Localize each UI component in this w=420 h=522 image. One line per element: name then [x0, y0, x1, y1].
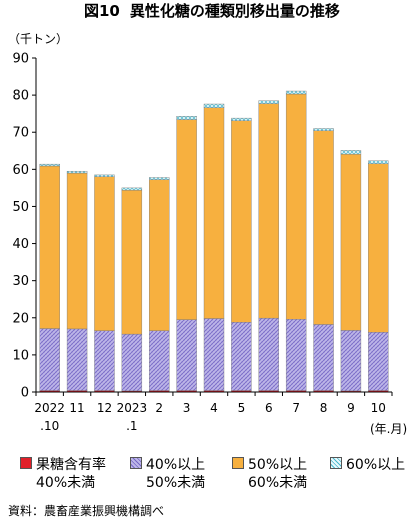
legend-label-line2: 60%未満	[248, 475, 308, 491]
y-tick-label: 0	[21, 386, 29, 401]
bar-segment-4-11	[313, 128, 334, 131]
x-tick-label: 2023	[117, 401, 148, 415]
x-tick-label: 10	[371, 401, 386, 415]
title-text: 異性化糖の種類別移出量の推移	[129, 2, 340, 20]
bar-segment-3-7	[203, 107, 225, 319]
x-tick-label: 4	[210, 401, 218, 415]
x-tick-label-line2: .10	[40, 419, 59, 433]
bar-chart: 0 10 20 30 40 50 60 70 80 90 2022 .10 11 12 2023 .1 2 3 4 5…	[12, 52, 393, 433]
bar-segment-2-7	[203, 318, 225, 391]
bar-segment-3-10	[285, 93, 307, 320]
chart-title: 図10 異性化糖の種類別移出量の推移	[0, 0, 420, 22]
bar-segment-3-6	[176, 119, 197, 320]
legend: 果糖含有率 40%未満 40%以上 50%未満 50%以上 60%未満 60%以上	[0, 456, 420, 500]
bar-segment-2-3	[94, 330, 115, 391]
bar-segment-4-8	[231, 117, 252, 121]
bar-segment-2-11	[313, 324, 334, 391]
bar-segment-4-2	[66, 170, 88, 174]
y-axis-unit: （千トン）	[8, 32, 69, 46]
legend-item-1: 果糖含有率 40%未満	[20, 456, 106, 492]
x-axis-unit: (年.月)	[370, 422, 408, 436]
bar-segment-4-1	[39, 163, 60, 167]
bar-segment-2-5	[149, 330, 170, 391]
bar-segment-3-13	[368, 163, 389, 333]
x-tick-label: 5	[238, 401, 246, 415]
legend-swatch	[20, 457, 32, 469]
x-tick-label: 8	[320, 401, 328, 415]
bar-segment-4-5	[149, 177, 170, 180]
bar-segment-4-10	[285, 90, 307, 95]
bar-segment-2-8	[231, 322, 252, 391]
bar-segment-2-4	[121, 333, 143, 392]
x-tick-label: 12	[97, 401, 112, 415]
x-tick-label: 3	[183, 401, 191, 415]
bar-segment-4-13	[368, 160, 389, 164]
x-tick-label: 11	[69, 401, 84, 415]
figure-label: 図10	[84, 2, 120, 20]
bar-segment-3-4	[121, 189, 143, 335]
bar-segment-2-12	[340, 330, 362, 392]
y-tick-label: 40	[12, 237, 29, 252]
x-tick-label-line2: .1	[126, 419, 137, 433]
legend-item-2: 40%以上 50%未満	[130, 456, 205, 492]
bar-segment-2-1	[39, 328, 60, 391]
bar-segment-3-1	[39, 165, 60, 329]
y-tick-label: 60	[12, 163, 29, 178]
x-tick-label: 2	[155, 401, 163, 415]
bar-segment-4-6	[176, 116, 197, 120]
bar-segment-2-9	[258, 317, 279, 391]
bar-segment-2-10	[285, 319, 307, 391]
bar-segment-4-4	[121, 187, 143, 191]
legend-swatch	[130, 457, 142, 469]
y-tick-label: 70	[12, 126, 29, 141]
legend-label-line2: 50%未満	[146, 475, 206, 491]
legend-label: 40%以上	[146, 457, 206, 473]
bar-segment-3-2	[66, 172, 88, 330]
legend-label-line2: 40%未満	[36, 475, 96, 491]
legend-item-3: 50%以上 60%未満	[232, 456, 307, 492]
x-tick-label: 7	[292, 401, 300, 415]
bar-segment-3-3	[94, 176, 115, 331]
bar-segment-3-8	[231, 120, 252, 323]
y-tick-label: 50	[12, 200, 29, 215]
legend-swatch	[330, 457, 342, 469]
y-tick-label: 10	[12, 348, 29, 363]
legend-label: 60%以上	[346, 457, 406, 473]
bar-segment-4-3	[94, 174, 115, 177]
source-note: 資料：農畜産業振興機構調べ	[8, 504, 165, 518]
bar-segment-3-12	[340, 153, 362, 331]
bar-segment-3-9	[258, 103, 279, 319]
y-tick-label: 20	[12, 311, 29, 326]
legend-item-4: 60%以上	[330, 456, 405, 474]
bar-segment-4-7	[203, 103, 225, 108]
bar-segment-3-5	[149, 179, 170, 331]
x-tick-label: 2022	[34, 401, 65, 415]
bar-segment-4-12	[340, 150, 362, 155]
y-tick-label: 80	[12, 89, 29, 104]
bar-segment-3-11	[313, 130, 334, 325]
legend-swatch	[232, 457, 244, 469]
x-tick-label: 6	[265, 401, 273, 415]
bar-segment-2-2	[66, 328, 88, 391]
legend-label: 50%以上	[248, 457, 308, 473]
y-tick-label: 90	[12, 52, 29, 67]
bar-segment-2-13	[368, 332, 389, 391]
x-tick-label: 9	[347, 401, 355, 415]
y-tick-label: 30	[12, 274, 29, 289]
legend-label: 果糖含有率	[36, 457, 106, 473]
bar-segment-2-6	[176, 319, 197, 391]
bar-segment-4-9	[258, 100, 279, 104]
